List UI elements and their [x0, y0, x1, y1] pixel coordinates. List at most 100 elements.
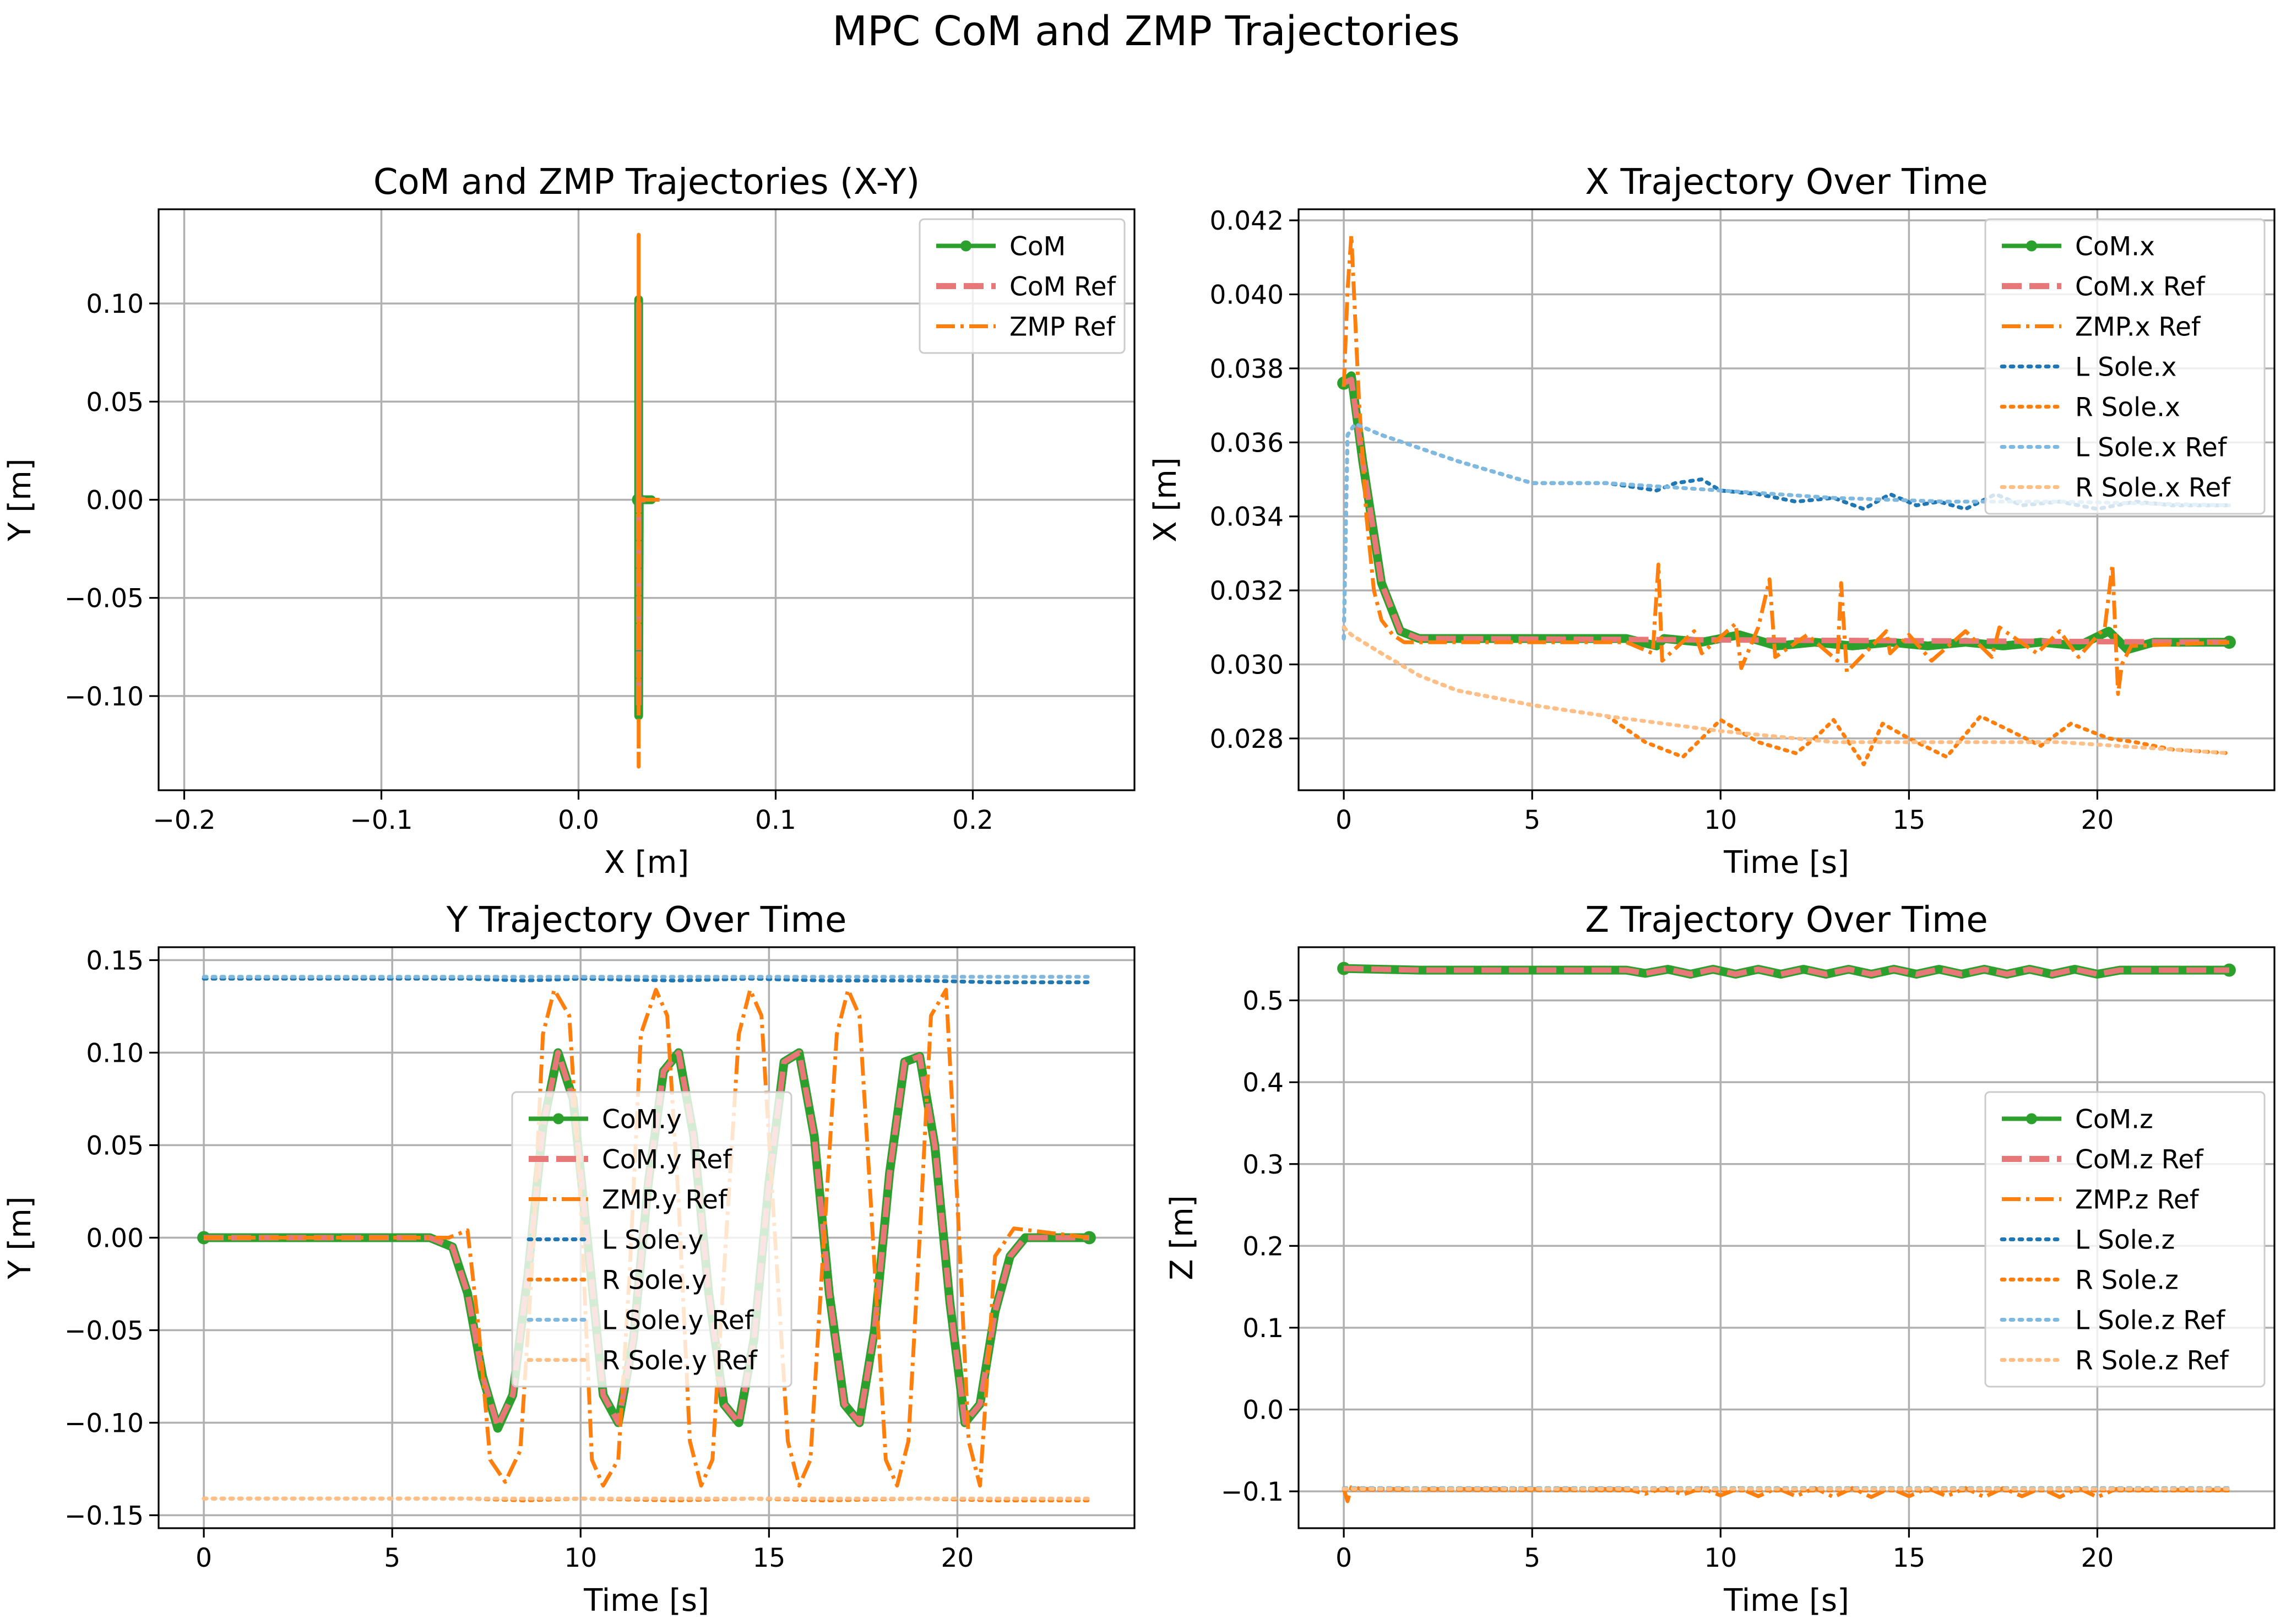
y-tick-label: 0.10 — [86, 289, 144, 319]
x-tick-label: 0 — [1335, 805, 1352, 835]
legend: CoM.x CoM.x Ref ZMP.x Ref L Sole.x R Sole.x L… — [1984, 218, 2266, 515]
y-tick-label: −0.15 — [64, 1501, 144, 1531]
legend-label: CoM.y Ref — [602, 1145, 732, 1175]
y-tick-label: 0.034 — [1209, 502, 1284, 533]
y-tick-label: 0.032 — [1209, 576, 1284, 606]
series-line-zmp-ref — [637, 232, 664, 769]
legend-label: CoM.z — [2075, 1105, 2153, 1135]
y-tick-label: 0.00 — [86, 486, 144, 516]
x-tick-label: 0.2 — [952, 805, 993, 835]
legend-label: ZMP Ref — [1009, 312, 1116, 343]
x-tick-label: 0 — [196, 1543, 212, 1573]
legend-label: L Sole.x Ref — [2075, 433, 2228, 463]
x-tick-label: 10 — [1704, 805, 1737, 835]
x-axis-label: Time [s] — [1723, 1583, 1849, 1618]
legend: CoM.z CoM.z Ref ZMP.z Ref L Sole.z R Sole.z L… — [1984, 1091, 2266, 1388]
legend-label: R Sole.x — [2075, 393, 2180, 423]
x-tick-label: 15 — [1892, 1543, 1925, 1573]
chart-z_time: 0 5 10 15 20 −0.1 0.0 0.1 0.2 0.3 0.4 0.5 Z Trajecto… — [1164, 900, 2276, 1618]
plot-area — [632, 232, 664, 769]
y-tick-label: 0.028 — [1209, 724, 1284, 754]
legend-label: R Sole.y Ref — [602, 1346, 758, 1376]
y-tick-label: 0.15 — [86, 946, 144, 976]
chart-xy: −0.2 −0.1 0.0 0.1 0.2 −0.10 −0.05 0.00 0.05 0.10 C… — [2, 162, 1136, 881]
x-tick-label: 0.1 — [755, 805, 796, 835]
x-tick-label: 20 — [2081, 1543, 2114, 1573]
chart-y_time: 0 5 10 15 20 −0.15 −0.10 −0.05 0.00 0.05 0.10 0.15 Y… — [2, 900, 1136, 1618]
legend-marker — [2026, 240, 2037, 252]
legend-label: CoM — [1009, 232, 1066, 262]
plot-area — [1337, 962, 2236, 1503]
x-tick-label: 0 — [1335, 1543, 1352, 1573]
axes-frame — [1297, 946, 2276, 1529]
legend-label: ZMP.y Ref — [602, 1185, 728, 1215]
x-tick-label: 5 — [1524, 805, 1540, 835]
legend-label: CoM.z Ref — [2075, 1145, 2204, 1175]
y-tick-label: 0.05 — [86, 387, 144, 417]
x-axis-label: Time [s] — [1723, 845, 1849, 881]
legend-label: ZMP.x Ref — [2075, 312, 2201, 343]
figure-title: MPC CoM and ZMP Trajectories — [832, 8, 1460, 55]
series-line-r-sole-x-ref — [1342, 625, 2231, 756]
legend-label: L Sole.z Ref — [2075, 1306, 2226, 1336]
y-tick-label: 0.10 — [86, 1039, 144, 1069]
series-line-zmp-z-ref — [1342, 1485, 2229, 1503]
legend-frame — [919, 218, 1126, 354]
series-line-l-sole-x-ref — [1342, 422, 2231, 640]
legend-label: R Sole.x Ref — [2075, 473, 2231, 503]
legend-label: R Sole.z — [2075, 1265, 2179, 1296]
legend-label: L Sole.z — [2075, 1225, 2175, 1256]
y-tick-label: 0.042 — [1209, 206, 1284, 236]
legend-frame — [511, 1091, 792, 1388]
x-tick-label: 0.0 — [558, 805, 599, 835]
chart-title: X Trajectory Over Time — [1585, 162, 1988, 203]
legend-label: L Sole.x — [2075, 352, 2176, 383]
y-tick-label: 0.3 — [1242, 1150, 1284, 1180]
y-tick-label: 0.1 — [1242, 1313, 1284, 1344]
chart-title: Z Trajectory Over Time — [1585, 900, 1988, 941]
y-axis-label: Y [m] — [2, 1196, 38, 1279]
series-line-com-z-ref — [1343, 965, 2229, 977]
x-tick-label: 20 — [941, 1543, 974, 1573]
x-tick-label: −0.1 — [350, 805, 412, 835]
y-tick-label: −0.05 — [64, 584, 144, 614]
y-tick-label: 0.030 — [1209, 650, 1284, 681]
legend-label: L Sole.y Ref — [602, 1306, 754, 1336]
series-line-r-sole-x — [1342, 625, 2231, 767]
y-tick-label: −0.10 — [64, 682, 144, 712]
y-tick-label: 0.2 — [1242, 1231, 1284, 1262]
chart-title: Y Trajectory Over Time — [446, 900, 847, 941]
legend: CoM CoM Ref ZMP Ref — [919, 218, 1126, 354]
y-tick-label: 0.05 — [86, 1131, 144, 1161]
legend-label: R Sole.y — [602, 1265, 707, 1296]
legend-marker — [553, 1113, 564, 1125]
legend-label: CoM.x Ref — [2075, 272, 2206, 302]
axes-frame — [1297, 208, 2276, 791]
x-tick-label: 20 — [2081, 805, 2114, 835]
series-line-zmp-y-ref — [204, 987, 1090, 1488]
legend-label: CoM Ref — [1009, 272, 1117, 302]
x-tick-label: 10 — [1704, 1543, 1737, 1573]
legend-label: R Sole.z Ref — [2075, 1346, 2229, 1376]
y-tick-label: 0.0 — [1242, 1395, 1284, 1426]
legend-label: CoM.y — [602, 1105, 682, 1135]
legend-marker — [2026, 1113, 2037, 1125]
series-line-com-y-ref — [204, 1050, 1089, 1430]
y-tick-label: −0.10 — [64, 1408, 144, 1438]
x-tick-label: 15 — [1892, 805, 1925, 835]
chart-x_time: 0 5 10 15 20 0.028 0.030 0.032 0.034 0.036 0.038 0.… — [1148, 162, 2276, 881]
y-tick-label: 0.040 — [1209, 280, 1284, 311]
legend-frame — [1984, 218, 2266, 515]
x-axis-label: X [m] — [604, 845, 689, 881]
legend: CoM.y CoM.y Ref ZMP.y Ref L Sole.y R Sole.y L… — [511, 1091, 792, 1388]
y-tick-label: 0.4 — [1242, 1068, 1284, 1098]
legend-label: ZMP.z Ref — [2075, 1185, 2200, 1215]
y-axis-label: X [m] — [1148, 457, 1183, 542]
x-tick-label: 5 — [1524, 1543, 1540, 1573]
chart-title: CoM and ZMP Trajectories (X-Y) — [373, 162, 920, 203]
x-tick-label: 5 — [384, 1543, 400, 1573]
y-tick-label: 0.00 — [86, 1224, 144, 1254]
y-axis-label: Z [m] — [1164, 1195, 1200, 1280]
y-tick-label: 0.038 — [1209, 354, 1284, 384]
